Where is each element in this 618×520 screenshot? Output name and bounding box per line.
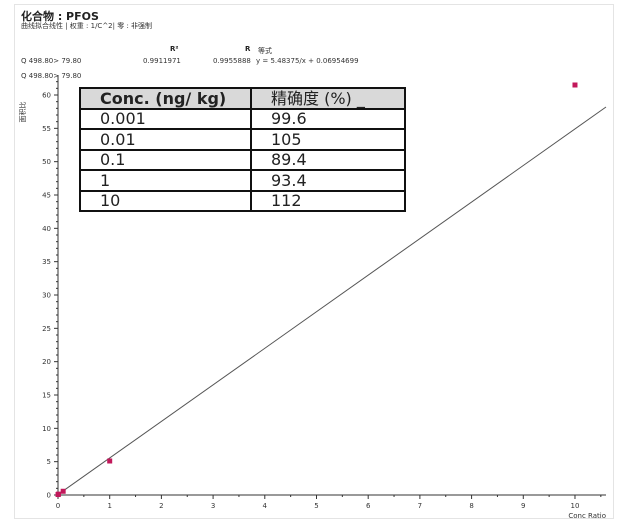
data-points [55, 82, 578, 498]
x-tick-label: 7 [418, 502, 422, 510]
data-point [572, 82, 578, 88]
equation-value: y = 5.48375/x + 0.06954699 [256, 57, 359, 65]
x-tick-label: 10 [571, 502, 580, 510]
plot-frame [14, 4, 614, 519]
accuracy-cell: 112 [250, 189, 406, 212]
accuracy-cell: 99.6 [250, 107, 406, 130]
compound-title: 化合物 : PFOS [21, 10, 99, 23]
stats-row-label: Q 498.80> 79.80 [21, 57, 82, 65]
x-axis-ticks: 0 1 2 3 4 5 6 7 8 9 10 [56, 495, 602, 510]
conc-cell: 10 [79, 189, 252, 212]
conc-cell: 0.01 [79, 128, 252, 151]
y-axis-ticks: 0 5 10 15 20 25 30 35 40 45 50 55 60 [42, 81, 58, 500]
x-tick-label: 2 [159, 502, 163, 510]
accuracy-cell: 93.4 [250, 169, 406, 192]
x-tick-label: 8 [469, 502, 473, 510]
data-point [60, 488, 66, 494]
fit-line [57, 106, 607, 495]
table-header-row: Conc. (ng/ kg) 精确度 (%) _ [79, 87, 406, 110]
r-header: R [245, 45, 251, 53]
accuracy-cell: 105 [250, 128, 406, 151]
r2-header: R² [170, 45, 179, 53]
y-tick-label: 10 [42, 425, 51, 433]
accuracy-table: Conc. (ng/ kg) 精确度 (%) _ 0.001 99.6 0.01… [79, 87, 406, 212]
chart-axes [57, 75, 606, 496]
data-point [107, 458, 113, 464]
conc-cell: 0.1 [79, 148, 252, 171]
accuracy-column-header: 精确度 (%) _ [250, 87, 406, 110]
accuracy-cell: 89.4 [250, 148, 406, 171]
y-tick-label: 40 [42, 225, 51, 233]
y-tick-label: 25 [42, 325, 51, 333]
table-row: 1 93.4 [79, 169, 406, 192]
y-tick-label: 50 [42, 158, 51, 166]
x-tick-label: 0 [56, 502, 60, 510]
series-label: Q 498.80> 79.80 [21, 72, 82, 80]
y-tick-label: 5 [47, 458, 51, 466]
y-tick-label: 30 [42, 292, 51, 300]
equation-header: 等式 [258, 47, 272, 55]
x-tick-label: 3 [211, 502, 215, 510]
data-point [56, 491, 62, 497]
x-tick-label: 6 [366, 502, 371, 510]
y-tick-label: 55 [42, 125, 51, 133]
x-axis-label: Conc Ratio [568, 512, 606, 520]
y-tick-label: 0 [47, 492, 51, 500]
x-tick-label: 5 [314, 502, 318, 510]
table-row: 10 112 [79, 189, 406, 212]
x-tick-label: 9 [521, 502, 525, 510]
table-row: 0.1 89.4 [79, 148, 406, 171]
table-row: 0.001 99.6 [79, 107, 406, 130]
y-tick-label: 45 [42, 192, 51, 200]
y-tick-label: 15 [42, 392, 51, 400]
r2-value: 0.9911971 [143, 57, 181, 65]
y-tick-label: 60 [42, 92, 51, 100]
y-tick-label: 20 [42, 358, 51, 366]
r-value: 0.9955888 [213, 57, 251, 65]
conc-cell: 0.001 [79, 107, 252, 130]
x-tick-label: 4 [263, 502, 268, 510]
curve-fit-subtitle: 曲线拟合线性 | 权重 : 1/C^2| 零 : 非强制 [21, 22, 153, 30]
x-tick-label: 1 [107, 502, 111, 510]
table-row: 0.01 105 [79, 128, 406, 151]
y-tick-label: 35 [42, 258, 51, 266]
y-axis-label: 面积比 [18, 102, 27, 123]
conc-cell: 1 [79, 169, 252, 192]
conc-column-header: Conc. (ng/ kg) [79, 87, 252, 110]
